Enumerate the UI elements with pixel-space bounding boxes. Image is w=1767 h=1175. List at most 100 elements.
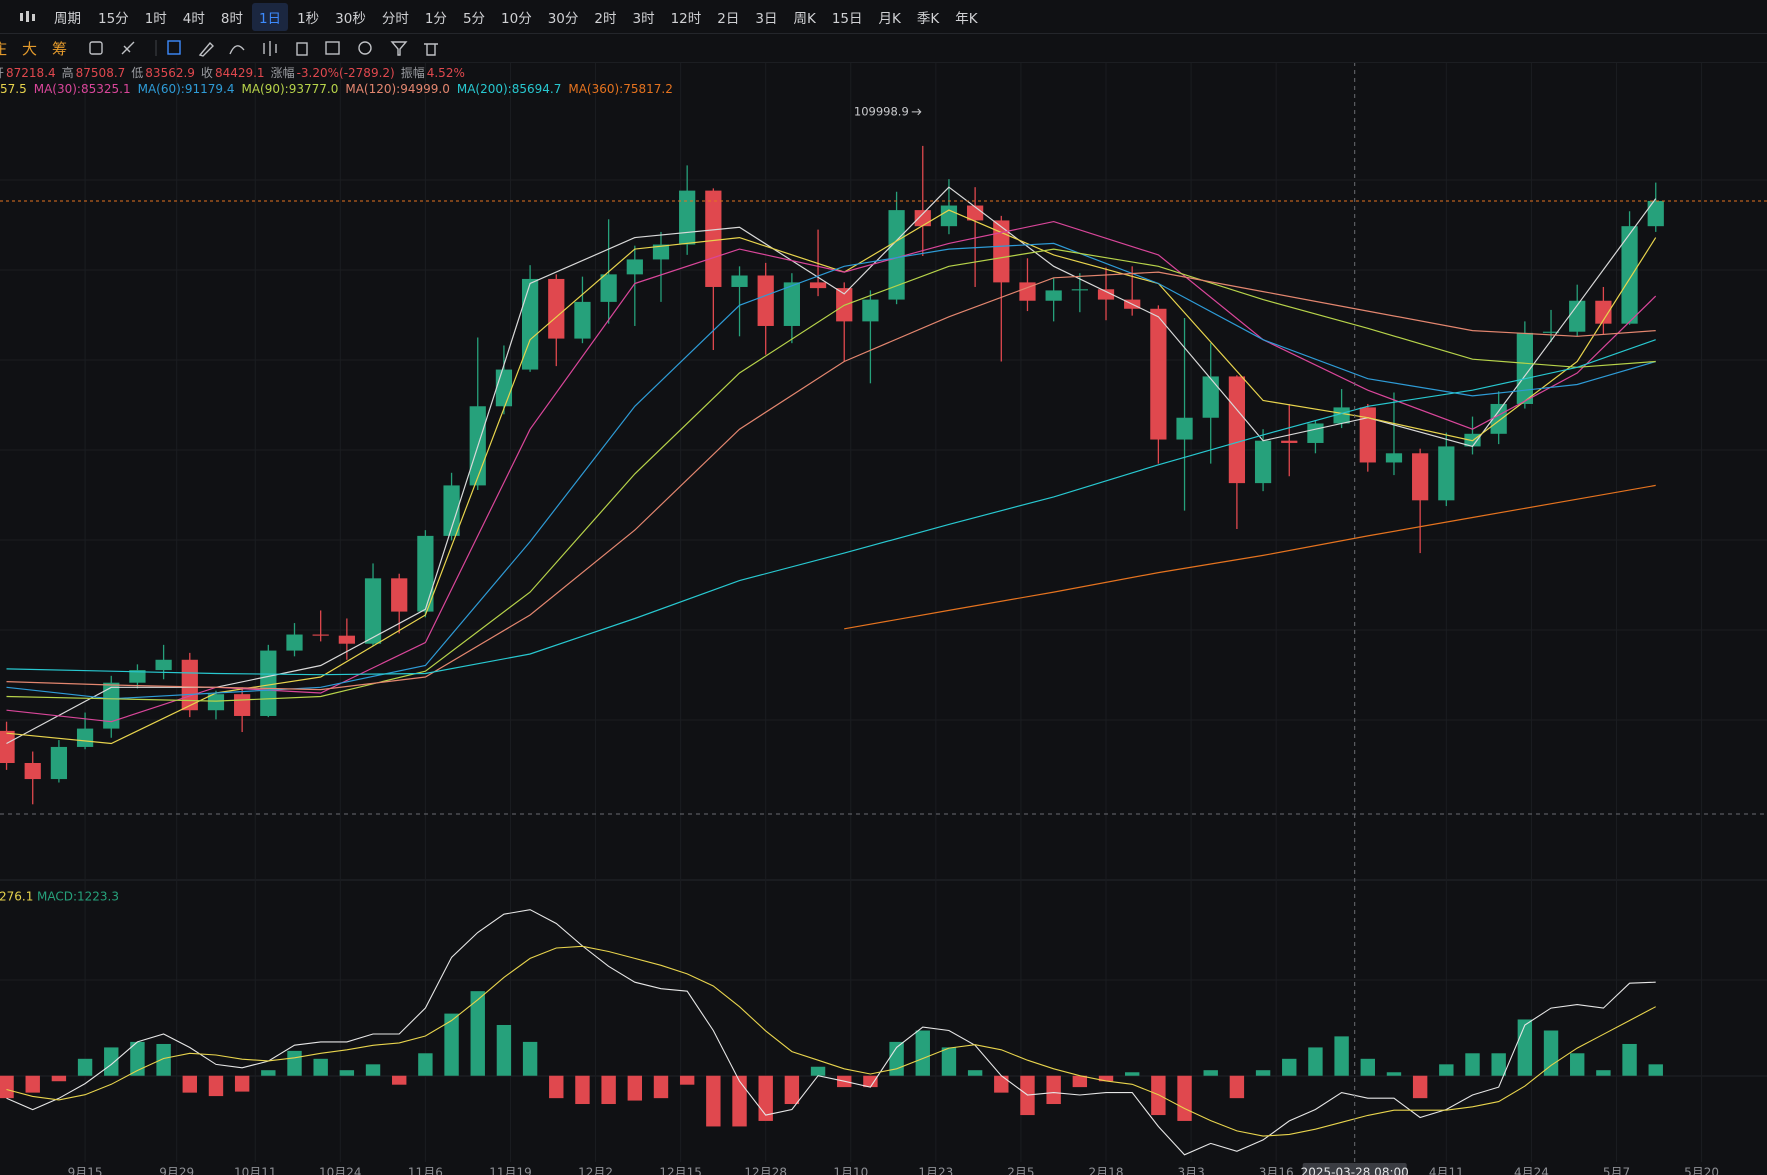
macd-bar (1255, 1070, 1271, 1076)
interval-button[interactable]: 15日 (831, 10, 863, 27)
macd-bar (1465, 1053, 1480, 1076)
candle-body (495, 369, 513, 407)
candle-body (1097, 289, 1115, 300)
intervals: 15分 1时 4时 8时 1日 1秒 30秒 分时 1分 5分 10分 30分 2时 3时 12时 2日 3日周… (91, 2, 985, 31)
candle-body (600, 274, 617, 302)
macd-bar (994, 1075, 1009, 1093)
macd-bar (234, 1075, 250, 1092)
info-label: 涨幅 (270, 66, 295, 80)
icon[interactable] (424, 43, 438, 56)
candle-body (155, 659, 172, 671)
info-value: 83562.9 (145, 66, 195, 80)
macd-legend: MACD:1223.3 (37, 890, 119, 904)
macd-bar (784, 1075, 800, 1105)
macd-bar (575, 1075, 590, 1105)
icon[interactable] (89, 41, 103, 55)
macd-bar (522, 1041, 538, 1076)
interval-button[interactable]: 5分 (462, 10, 486, 27)
candle-body (364, 578, 382, 644)
candle-body (731, 275, 748, 287)
info-label: 低 (131, 66, 144, 80)
interval-button[interactable]: 周K (793, 10, 816, 27)
candle-body (783, 282, 800, 326)
interval-button[interactable]: 1日 (251, 2, 289, 31)
icon[interactable] (167, 40, 181, 55)
candle-body (443, 485, 460, 536)
candle-body (1071, 289, 1088, 291)
icon[interactable] (263, 41, 277, 56)
candle-body (1150, 308, 1167, 440)
candle-body (129, 670, 146, 683)
interval-button[interactable]: 2时 (594, 10, 617, 27)
macd-bar (627, 1075, 643, 1101)
icon[interactable] (121, 41, 135, 55)
interval-button[interactable]: 12时 (670, 10, 702, 27)
interval-button[interactable]: 1分 (424, 10, 447, 27)
icon[interactable] (296, 42, 308, 56)
info-item: 开87218.4 (0, 64, 56, 81)
legend-entry: MA(120):94999.0 (345, 82, 450, 96)
icon[interactable] (358, 41, 372, 55)
macd-bar (1072, 1075, 1088, 1088)
info-label: 振幅 (400, 66, 425, 80)
icon[interactable] (229, 45, 245, 55)
macd-bar (1308, 1047, 1323, 1076)
macd-bar (1570, 1053, 1585, 1076)
interval-button[interactable]: 3时 (632, 10, 655, 27)
candle-body (234, 694, 251, 716)
period-menu[interactable]: 周期 (54, 10, 81, 27)
tool-icons (89, 40, 438, 57)
interval-button[interactable]: 年K (955, 10, 978, 27)
interval-button[interactable]: 2日 (717, 10, 740, 27)
candle-body (705, 190, 722, 287)
macd-bar (549, 1075, 564, 1099)
x-tick-label: 4月24 (1514, 1166, 1549, 1175)
interval-button[interactable]: 30分 (547, 10, 579, 27)
interval-button[interactable]: 30秒 (335, 10, 366, 27)
interval-button[interactable]: 15分 (98, 10, 129, 27)
candle-body (1254, 440, 1272, 484)
macd-bar (1412, 1075, 1428, 1099)
macd-bar (1229, 1075, 1245, 1099)
info-value: 87508.7 (75, 66, 126, 80)
tool-button[interactable]: 庄 (0, 38, 7, 59)
interval-button[interactable]: 1秒 (297, 10, 320, 27)
macd-bar (1046, 1075, 1061, 1105)
macd-bar (1177, 1075, 1192, 1121)
tool-button[interactable]: 大 (22, 40, 38, 58)
macd-bar (130, 1041, 145, 1076)
candle-body (1542, 331, 1560, 333)
interval-button[interactable]: 4时 (182, 10, 205, 27)
interval-button[interactable]: 10分 (501, 10, 532, 27)
tool-button[interactable]: 筹 (52, 40, 68, 58)
x-tick-label: 11月19 (489, 1166, 532, 1175)
interval-button[interactable]: 月K (878, 10, 901, 27)
dea-line (6, 945, 1656, 1137)
interval-button[interactable]: 分时 (381, 10, 409, 27)
macd-bar (1517, 1019, 1533, 1076)
interval-button[interactable]: 3日 (755, 10, 778, 27)
icon[interactable] (198, 41, 214, 57)
icon[interactable] (390, 41, 408, 56)
info-value: 87218.4 (6, 66, 56, 80)
icon[interactable] (325, 41, 340, 55)
x-tick-label: 1月10 (833, 1166, 868, 1175)
macd-bar (679, 1075, 695, 1085)
macd-bar (261, 1070, 276, 1076)
candle-body (1202, 376, 1219, 418)
macd-bar (470, 991, 485, 1076)
crosshair-date-box (1302, 1163, 1407, 1175)
x-tick-label: 10月24 (319, 1166, 362, 1175)
candle-body (391, 578, 408, 612)
macd-bar (51, 1075, 67, 1082)
ma-line (844, 484, 1656, 630)
chart-type-icon[interactable] (18, 10, 40, 24)
annotation-arrow (911, 108, 922, 116)
interval-button[interactable]: 季K (916, 10, 940, 27)
macd-bar (208, 1075, 224, 1097)
x-tick-label: 9月15 (68, 1166, 103, 1175)
legend-entry: 57.5 (0, 82, 27, 96)
interval-button[interactable]: 8时 (220, 10, 243, 27)
interval-button[interactable]: 1时 (144, 10, 167, 27)
